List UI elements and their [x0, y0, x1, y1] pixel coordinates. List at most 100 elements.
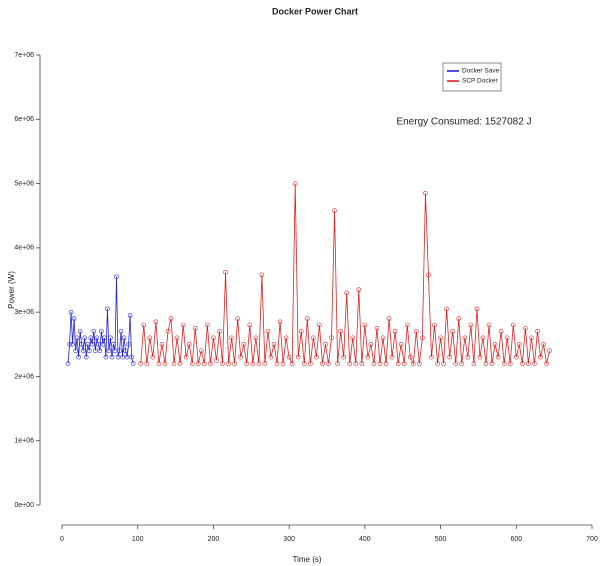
data-point	[498, 329, 504, 334]
data-point	[177, 361, 183, 366]
data-point	[359, 361, 365, 366]
chart-title: Docker Power Chart	[272, 6, 358, 16]
data-point	[371, 361, 377, 366]
data-point	[286, 354, 292, 360]
data-point	[168, 316, 174, 321]
data-point	[130, 361, 136, 366]
data-point	[383, 361, 389, 366]
data-point	[417, 361, 422, 366]
data-point	[414, 329, 419, 334]
x-tick-label: 700	[586, 536, 598, 543]
data-point	[305, 316, 310, 321]
data-point	[450, 329, 455, 334]
data-point	[335, 361, 340, 366]
data-point	[65, 361, 71, 366]
data-point	[474, 306, 480, 312]
data-point	[398, 341, 404, 347]
data-point	[338, 329, 343, 334]
data-point	[114, 274, 119, 280]
data-point	[89, 341, 95, 347]
data-point	[295, 354, 301, 360]
data-point	[117, 348, 122, 354]
data-point	[171, 361, 177, 366]
data-point	[529, 335, 534, 341]
data-point	[513, 354, 519, 360]
data-point	[111, 341, 116, 347]
data-point	[326, 361, 331, 366]
x-axis-label: Time (s)	[292, 555, 321, 564]
data-point	[429, 354, 434, 360]
data-point	[389, 354, 395, 360]
data-point	[347, 361, 353, 366]
data-point	[141, 322, 147, 328]
data-point	[124, 354, 130, 360]
data-point	[517, 341, 522, 347]
data-point	[112, 348, 118, 354]
data-point	[88, 335, 94, 341]
annotation: Energy Consumed: 1527082 J	[396, 117, 531, 128]
data-point	[144, 361, 150, 366]
data-point	[220, 361, 225, 366]
data-point	[205, 322, 210, 328]
y-tick-label: 6e+06	[14, 116, 34, 123]
data-point	[298, 329, 304, 334]
data-point	[356, 287, 362, 292]
data-point	[465, 354, 471, 360]
data-point	[129, 354, 134, 360]
data-point	[480, 335, 486, 341]
data-point	[353, 361, 359, 366]
data-point	[401, 361, 407, 366]
legend-label: Docker Save	[462, 68, 500, 75]
data-point	[510, 322, 516, 328]
data-point	[241, 341, 247, 347]
data-point	[444, 306, 449, 312]
data-point	[541, 341, 546, 347]
data-point	[292, 181, 298, 186]
data-point	[71, 316, 77, 321]
data-point	[520, 361, 525, 366]
data-point	[274, 361, 280, 366]
data-point	[259, 272, 265, 278]
data-point	[118, 329, 124, 334]
data-point	[174, 335, 180, 341]
data-point	[79, 341, 84, 347]
data-point	[486, 322, 492, 328]
data-point	[532, 361, 537, 366]
data-point	[68, 309, 74, 315]
data-point	[468, 322, 474, 328]
data-point	[507, 361, 513, 366]
data-point	[344, 290, 349, 296]
data-point	[103, 354, 109, 360]
data-point	[341, 354, 346, 360]
y-axis-label: Power (W)	[7, 271, 16, 309]
data-point	[459, 361, 465, 366]
data-point	[526, 361, 531, 366]
data-point	[192, 325, 198, 331]
data-point	[271, 341, 277, 347]
data-point	[100, 341, 106, 347]
data-point	[320, 361, 325, 366]
data-point	[67, 341, 72, 347]
x-tick-label: 500	[435, 536, 447, 543]
data-point	[127, 313, 133, 318]
data-point	[262, 361, 268, 366]
data-point	[121, 335, 127, 341]
data-point	[223, 269, 228, 275]
data-point	[289, 361, 295, 366]
data-point	[265, 329, 271, 334]
data-point	[189, 361, 195, 366]
data-point	[386, 316, 392, 321]
data-point	[180, 322, 186, 328]
data-point	[323, 341, 328, 347]
data-point	[311, 335, 316, 341]
data-point	[183, 354, 189, 360]
data-point	[85, 341, 91, 347]
data-point	[109, 354, 115, 360]
data-point	[477, 354, 483, 360]
series-line	[67, 276, 134, 364]
data-point	[395, 361, 401, 366]
data-point	[147, 335, 153, 341]
data-point	[76, 354, 81, 360]
data-point	[82, 335, 88, 341]
data-point	[226, 361, 231, 366]
